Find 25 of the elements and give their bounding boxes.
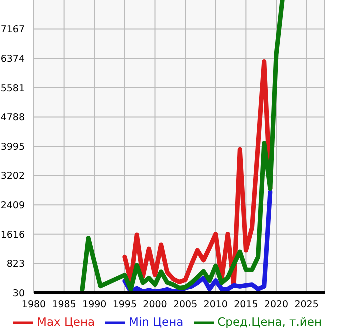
x-tick-label: 1985: [52, 300, 76, 311]
y-tick-label: 6374: [0, 54, 25, 65]
legend-label: Min Цена: [129, 315, 184, 330]
legend-label: Max Цена: [37, 315, 96, 330]
x-tick-label: 2015: [234, 300, 258, 311]
x-tick-label: 2005: [173, 300, 198, 311]
y-tick-label: 1616: [0, 230, 25, 241]
x-tick-label: 1995: [112, 300, 138, 311]
y-tick-label: 7167: [0, 24, 25, 36]
y-tick-label: 2409: [0, 200, 25, 212]
x-tick-label: 1990: [82, 300, 107, 311]
x-tick-label: 2010: [204, 300, 228, 311]
legend-label: Сред.Цена, т.йен: [218, 315, 322, 330]
y-tick-label: 30: [12, 288, 25, 300]
y-tick-label: 3202: [0, 171, 25, 182]
x-tick-label: 2020: [264, 300, 289, 311]
line-series: [122, 190, 273, 293]
x-tick-label: 2025: [294, 300, 319, 311]
y-tick-label: 823: [6, 259, 25, 270]
y-tick-label: 3995: [0, 142, 25, 153]
y-tick-label: 4788: [0, 112, 25, 124]
x-tick-label: 1980: [22, 300, 46, 311]
y-tick-label: 5581: [0, 83, 25, 94]
x-tick-label: 2000: [143, 300, 168, 311]
line-series: [80, 0, 285, 292]
